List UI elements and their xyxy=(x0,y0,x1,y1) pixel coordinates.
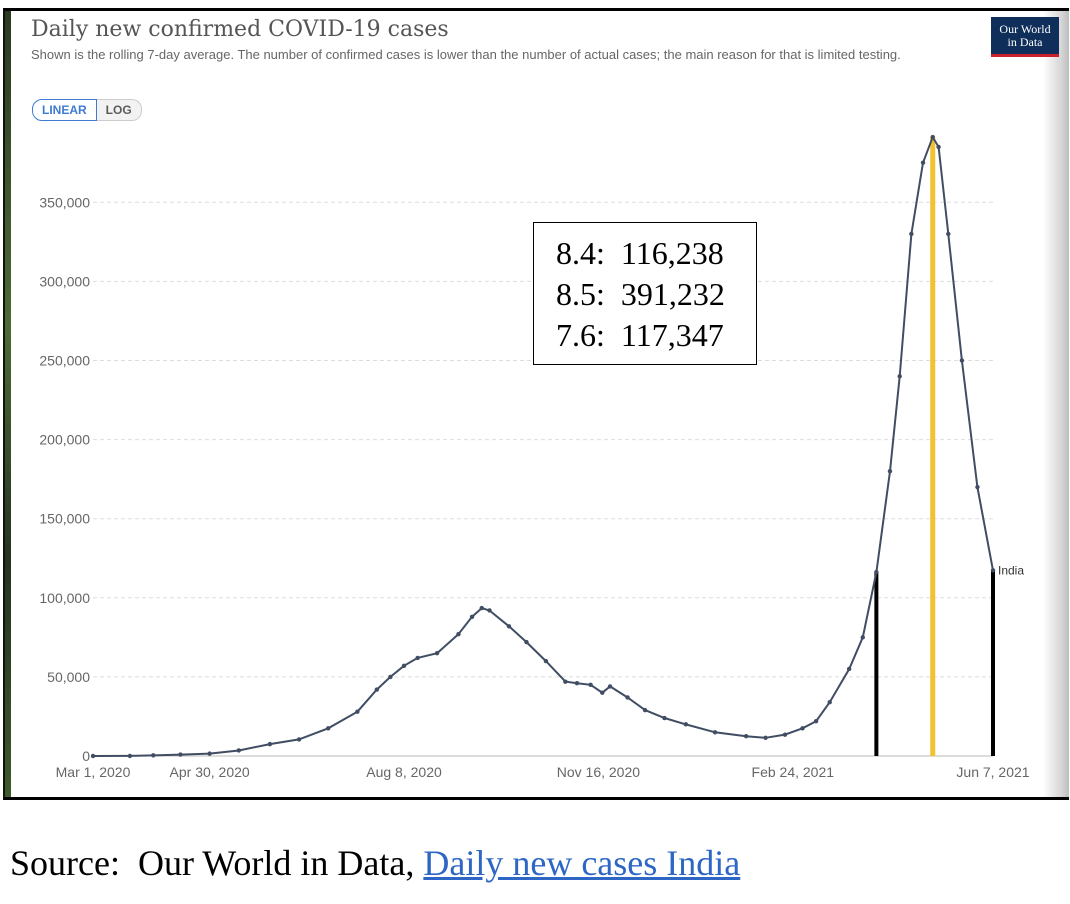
y-tick-label: 0 xyxy=(82,748,90,764)
y-tick-label: 300,000 xyxy=(39,273,90,289)
data-point xyxy=(975,484,980,490)
readout-label-2: 8.5: xyxy=(556,276,605,312)
data-point xyxy=(296,737,302,742)
data-point xyxy=(846,666,852,672)
y-tick-label: 100,000 xyxy=(39,590,90,606)
data-point xyxy=(683,722,689,727)
data-point xyxy=(887,469,893,474)
data-point xyxy=(909,231,914,237)
y-tick-label: 150,000 xyxy=(39,511,90,527)
data-point xyxy=(936,144,941,150)
log-scale-button[interactable]: LOG xyxy=(96,99,142,121)
y-tick-label: 250,000 xyxy=(39,352,90,368)
series-label-india: India xyxy=(998,563,1024,577)
right-edge-shadow xyxy=(1043,11,1069,797)
data-point xyxy=(990,568,996,573)
data-point xyxy=(456,631,461,637)
x-tick-label: Jun 7, 2021 xyxy=(956,764,1029,780)
data-point xyxy=(267,741,273,747)
y-tick-label: 350,000 xyxy=(39,194,90,210)
data-point xyxy=(178,752,183,757)
data-point xyxy=(469,614,475,619)
linear-scale-button[interactable]: LINEAR xyxy=(32,99,97,121)
data-point xyxy=(662,715,667,721)
x-tick-label: Aug 8, 2020 xyxy=(366,764,442,780)
data-point xyxy=(642,707,648,713)
data-point xyxy=(588,682,593,688)
readout-value-3: 117,347 xyxy=(620,317,724,353)
data-point xyxy=(763,735,768,741)
readout-row-1: 8.4: 116,238 xyxy=(556,233,756,274)
data-point xyxy=(574,681,580,686)
left-edge-strip xyxy=(5,11,11,797)
data-point xyxy=(600,690,605,695)
data-point xyxy=(625,695,630,700)
line-chart: 0 50,000 100,000 150,000 200,000 250,000 300,0… xyxy=(39,134,1030,780)
data-point xyxy=(920,160,926,165)
data-point xyxy=(479,605,484,611)
data-point xyxy=(401,663,407,669)
data-point xyxy=(860,635,865,640)
data-point xyxy=(959,358,965,363)
readout-row-3: 7.6: 117,347 xyxy=(556,315,756,356)
data-point xyxy=(506,624,512,629)
data-point xyxy=(827,700,832,705)
x-tick-label: Mar 1, 2020 xyxy=(56,764,131,780)
data-point xyxy=(326,726,331,731)
data-point xyxy=(543,658,549,664)
data-point xyxy=(207,751,212,756)
scale-toggle: LINEAR LOG xyxy=(32,99,142,121)
logo-line-2: in Data xyxy=(1007,35,1043,49)
data-point xyxy=(800,726,805,731)
data-point xyxy=(607,684,613,689)
data-point xyxy=(90,753,96,759)
logo-line-1: Our World xyxy=(999,22,1051,36)
x-tick-label: Feb 24, 2021 xyxy=(752,764,835,780)
owid-logo[interactable]: Our World in Data xyxy=(991,17,1059,57)
x-tick-label: Nov 16, 2020 xyxy=(557,764,640,780)
data-point xyxy=(930,134,935,140)
y-tick-label: 200,000 xyxy=(39,432,90,448)
data-point xyxy=(712,730,718,735)
readout-row-2: 8.5: 391,232 xyxy=(556,274,756,315)
data-point xyxy=(415,655,420,661)
source-prefix: Source: Our World in Data, xyxy=(10,843,424,883)
chart-subtitle: Shown is the rolling 7-day average. The … xyxy=(31,47,901,62)
source-line: Source: Our World in Data, Daily new cas… xyxy=(10,842,740,884)
readout-value-1: 116,238 xyxy=(620,235,724,271)
data-point xyxy=(874,569,879,575)
chart-title: Daily new confirmed COVID-19 cases xyxy=(31,17,449,42)
chart-frame: Daily new confirmed COVID-19 cases Shown… xyxy=(3,8,1069,800)
data-point xyxy=(782,732,788,737)
data-point xyxy=(487,608,492,613)
values-readout-box: 8.4: 116,238 8.5: 391,232 7.6: 117,347 xyxy=(533,222,757,365)
data-point xyxy=(434,650,440,656)
data-point xyxy=(388,674,393,680)
readout-label-1: 8.4: xyxy=(556,235,605,271)
source-link[interactable]: Daily new cases India xyxy=(423,843,741,883)
data-point xyxy=(524,639,529,645)
data-point xyxy=(897,374,902,379)
data-point xyxy=(236,748,241,753)
data-point xyxy=(813,718,819,724)
data-point xyxy=(151,753,156,758)
x-tick-label: Apr 30, 2020 xyxy=(170,764,250,780)
data-point xyxy=(374,687,380,692)
data-point xyxy=(946,231,951,237)
readout-value-2: 391,232 xyxy=(620,276,725,312)
data-point xyxy=(563,679,568,684)
data-point xyxy=(127,753,133,759)
data-point xyxy=(743,734,749,739)
data-point xyxy=(355,709,360,714)
readout-label-3: 7.6: xyxy=(556,317,605,353)
y-tick-label: 50,000 xyxy=(47,669,90,685)
